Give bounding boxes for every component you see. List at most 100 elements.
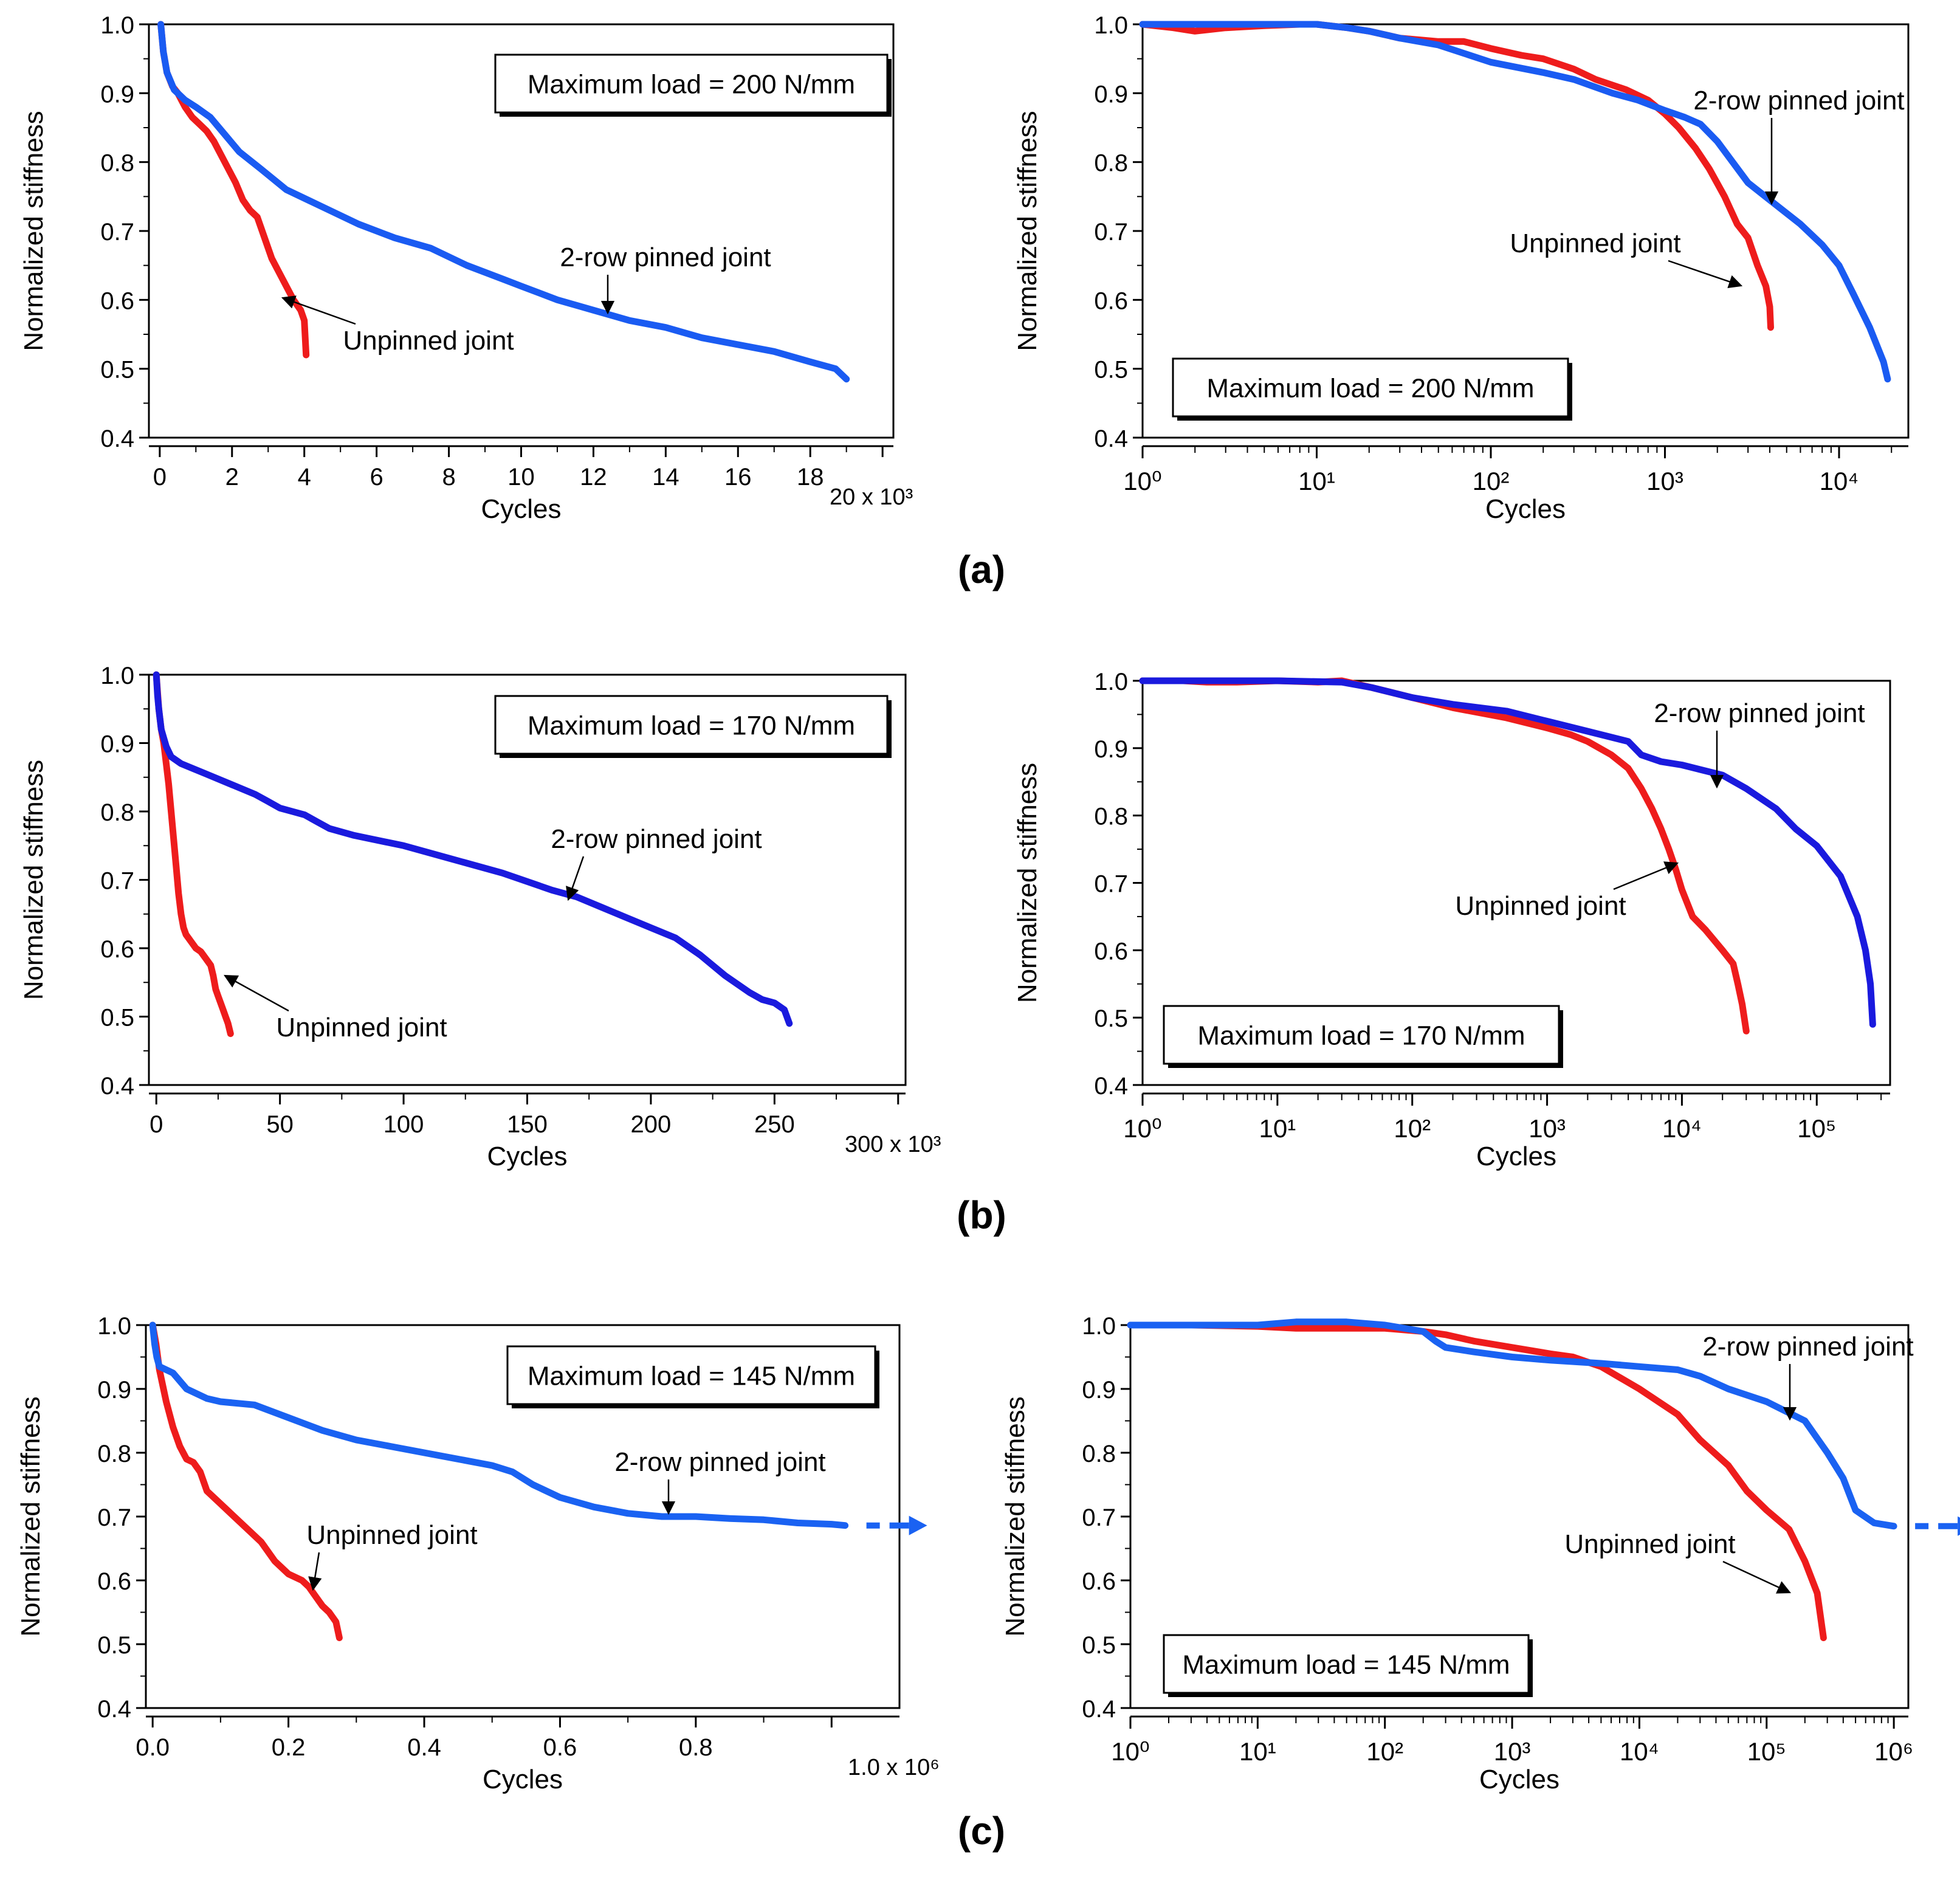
x-tick-label: 10¹ [1298,467,1335,495]
pinned-joint-annotation: 2-row pinned joint [551,824,762,854]
y-tick-label: 0.7 [1094,871,1128,898]
y-tick-label: 0.4 [1082,1696,1116,1723]
legend-box [1163,1005,1560,1065]
y-tick-label: 0.9 [100,731,134,758]
x-axis-title: Cycles [481,494,561,524]
annotation-arrow [281,295,356,325]
chart-b-log: 0.4 0.5 0.6 0.7 0.8 0.9 1.0 10⁰ 10¹ 10² 10³ 10⁴ 10⁵ C… [1013,669,1891,1171]
annotation-arrow [308,1552,322,1591]
legend-box [1163,1634,1530,1694]
legend-text: Maximum load = 145 N/mm [1182,1650,1510,1680]
y-tick-label: 1.0 [97,1313,131,1340]
pinned-joint-line [157,21,850,383]
continuation-arrow-icon [909,1515,927,1535]
x-tick-label: 0.6 [543,1734,577,1761]
y-tick-label: 0.4 [1094,425,1128,452]
y-tick-label: 0.8 [1094,150,1128,177]
unpinned-joint-annotation: Unpinned joint [1455,891,1626,921]
x-tick-label: 12 [580,464,607,491]
y-tick-label: 1.0 [1094,669,1128,695]
unpinned-joint-annotation: Unpinned joint [343,326,514,356]
legend-text: Maximum load = 170 N/mm [1197,1021,1525,1051]
x-tick-label: 250 [754,1111,795,1138]
unpinned-joint-line [1139,677,1750,1035]
y-tick-label: 0.5 [97,1632,131,1659]
x-tick-label: 10³ [1494,1737,1531,1766]
y-tick-label: 1.0 [100,663,134,689]
x-tick-label: 10¹ [1239,1737,1276,1766]
x-tick-label: 10² [1366,1737,1403,1766]
x-tick-label: 0 [153,464,167,491]
y-tick-label: 0.5 [1094,1005,1128,1032]
annotation-arrow [566,856,585,901]
y-tick-label: 0.4 [1094,1073,1128,1100]
y-tick-label: 0.8 [1094,804,1128,830]
x-tick-label: 4 [298,464,311,491]
y-tick-label: 0.9 [1094,81,1128,108]
unpinned-joint-line [149,1321,343,1641]
x-tick-label: 10¹ [1259,1114,1296,1143]
pinned-joint-line [1127,1318,1897,1530]
y-tick-label: 0.8 [97,1441,131,1467]
x-tick-label: 10⁰ [1123,467,1162,495]
x-tick-label: 16 [724,464,752,491]
pinned-joint-annotation: 2-row pinned joint [614,1447,825,1477]
x-tick-label: 0.0 [136,1734,170,1761]
x-tick-label: 0.8 [679,1734,713,1761]
x-tick-label: 10² [1394,1114,1431,1143]
legend-text: Maximum load = 145 N/mm [528,1362,855,1391]
panel-label-c: (c) [957,1809,1006,1853]
y-tick-label: 0.4 [100,425,134,452]
x-tick-label: 18 [797,464,824,491]
unpinned-joint-line [153,671,234,1038]
y-tick-label: 0.6 [1082,1568,1116,1595]
y-tick-label: 0.6 [100,936,134,963]
x-tick-label: 10⁰ [1123,1114,1162,1143]
x-tick-label: 150 [507,1111,548,1138]
y-axis-title: Normalized stiffness [1013,111,1042,351]
x-axis-title: Cycles [1479,1765,1559,1794]
pinned-joint-annotation: 2-row pinned joint [560,243,771,272]
pinned-joint-line [1139,21,1891,383]
legend-text: Maximum load = 200 N/mm [528,70,855,100]
pinned-joint-line [1139,677,1876,1028]
legend-text: Maximum load = 200 N/mm [1206,374,1534,404]
x-tick-label: 200 [631,1111,672,1138]
pinned-joint-annotation: 2-row pinned joint [1693,86,1904,115]
annotation-arrow [1613,861,1679,890]
chart-b-linear: 0.4 0.5 0.6 0.7 0.8 0.9 1.0 0 50 100 150 200 250 300 … [19,663,941,1171]
y-tick-label: 0.7 [1082,1504,1116,1531]
y-axis-title: Normalized stiffness [16,1396,46,1636]
unpinned-joint-annotation: Unpinned joint [306,1520,477,1550]
x-tick-label: 10⁶ [1874,1737,1913,1766]
y-axis-title: Normalized stiffness [19,111,49,351]
x-tick-label: 10⁵ [1797,1114,1836,1143]
y-tick-label: 0.8 [100,150,134,177]
x-axis-title: Cycles [483,1765,563,1794]
pinned-joint-line [149,1321,849,1529]
unpinned-joint-annotation: Unpinned joint [1564,1529,1735,1559]
x-tick-label: 10⁴ [1620,1737,1659,1766]
annotation-arrow [224,974,289,1012]
x-tick-label: 10³ [1646,467,1683,495]
pinned-joint-annotation: 2-row pinned joint [1654,698,1865,728]
unpinned-joint-line [1139,21,1774,331]
y-tick-label: 0.5 [1094,357,1128,384]
legend-text: Maximum load = 170 N/mm [528,711,855,741]
y-tick-label: 0.9 [97,1377,131,1403]
y-tick-label: 1.0 [1094,12,1128,39]
x-axis-title: Cycles [487,1142,567,1171]
x-tick-label: 100 [383,1111,424,1138]
y-tick-label: 0.7 [97,1504,131,1531]
x-tick-label: 50 [266,1111,294,1138]
x-tick-label: 0.2 [272,1734,306,1761]
x-tick-label: 0 [150,1111,163,1138]
x-tick-label: 10³ [1528,1114,1566,1143]
y-tick-label: 0.6 [100,288,134,314]
y-tick-label: 1.0 [100,12,134,39]
legend-box [494,53,889,114]
x-multiplier-label: 1.0 x 10⁶ [848,1755,940,1780]
